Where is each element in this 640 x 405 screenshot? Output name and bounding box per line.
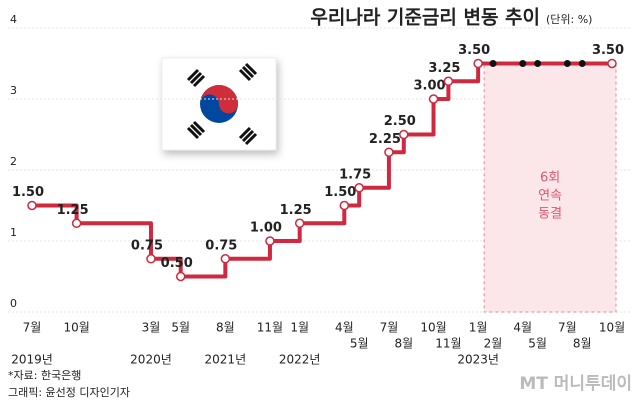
y-tick-label: 0: [10, 297, 17, 310]
point: [563, 60, 571, 67]
x-tick-label: 4월: [513, 321, 532, 335]
value-label: 1.25: [57, 203, 89, 218]
point: [443, 76, 454, 86]
step-line: [150, 256, 183, 277]
value-label: 2.25: [369, 132, 401, 147]
point: [220, 254, 231, 264]
value-label: 3.25: [428, 61, 460, 76]
x-tick-label: 10월: [63, 321, 89, 335]
x-tick-label: 10월: [599, 321, 625, 335]
year-label: 2023년: [457, 353, 499, 367]
x-tick-label: 10월: [420, 321, 446, 335]
x-tick-label: 2월: [484, 337, 503, 351]
year-label: 2019년: [11, 353, 53, 367]
annotation: 동결: [538, 207, 562, 222]
value-label: 0.75: [131, 238, 163, 253]
x-tick-label: 5월: [350, 337, 369, 351]
point: [265, 236, 275, 246]
value-label: 3.50: [592, 43, 624, 58]
x-tick-label: 8월: [216, 321, 235, 335]
x-tick-label: 1월: [290, 321, 309, 335]
unit: (단위: %): [546, 13, 592, 26]
value-label: 1.00: [250, 221, 282, 236]
point: [578, 60, 586, 67]
point: [534, 60, 542, 67]
step-line: [180, 258, 228, 279]
x-tick-label: 11월: [435, 337, 461, 351]
step-line: [448, 63, 481, 84]
background: [8, 27, 632, 313]
x-tick-label: 7월: [23, 321, 42, 335]
step-line: [269, 223, 302, 243]
x-tick-label: 7월: [558, 321, 577, 335]
x-tick-label: 7월: [380, 321, 399, 335]
value-label: 1.50: [12, 185, 44, 200]
value-label: 3.50: [458, 43, 490, 58]
point: [428, 94, 439, 104]
x-tick-label: 5월: [171, 321, 190, 335]
step-line: [403, 99, 436, 137]
x-tick-label: 8월: [573, 337, 592, 351]
x-tick-label: 1월: [469, 321, 488, 335]
value-label: 1.50: [324, 185, 356, 200]
x-tick-label: 5월: [528, 337, 547, 351]
point: [384, 147, 394, 157]
point: [519, 60, 527, 67]
point: [71, 218, 82, 228]
annotation: 연속: [538, 189, 562, 204]
freeze-region: [483, 63, 617, 313]
value-label: 1.25: [280, 203, 312, 218]
value-label: 2.50: [384, 114, 416, 129]
step-line: [433, 81, 451, 101]
step-line: [344, 187, 362, 208]
step-line: [359, 152, 391, 190]
point: [399, 129, 409, 140]
point: [607, 58, 617, 69]
x-tick-label: 3월: [142, 321, 161, 335]
credit: 그래픽: 윤선정 디자인기자: [8, 386, 130, 399]
point: [294, 218, 305, 228]
step-line: [299, 205, 347, 226]
annotation: 6회: [540, 171, 560, 186]
point: [339, 200, 350, 211]
point: [27, 200, 37, 211]
step-line: [225, 241, 272, 261]
step-line: [76, 221, 153, 259]
watermark: MT 머니투데이: [519, 374, 632, 394]
source: *자료: 한국은행: [8, 369, 81, 382]
year-label: 2022년: [279, 353, 321, 367]
point: [473, 58, 483, 69]
value-label: 0.75: [205, 238, 237, 253]
y-tick-label: 1: [10, 226, 17, 239]
value-label: 3.00: [413, 79, 445, 94]
value-label: 0.50: [161, 256, 193, 271]
chart-title: 우리나라 기준금리 변동 추이: [310, 7, 540, 29]
step-line: [32, 203, 79, 224]
point: [146, 254, 156, 264]
point: [489, 60, 497, 67]
flag: [161, 57, 277, 151]
year-label: 2021년: [205, 353, 247, 367]
point: [175, 271, 186, 282]
x-tick-label: 11월: [257, 321, 283, 335]
year-label: 2020년: [130, 353, 172, 367]
x-tick-label: 8월: [394, 337, 413, 351]
y-tick-label: 3: [10, 84, 17, 97]
y-tick-label: 4: [10, 13, 17, 26]
y-tick-label: 2: [10, 155, 17, 168]
x-tick-label: 4월: [335, 321, 354, 335]
step-line: [388, 134, 406, 155]
point: [354, 183, 364, 193]
value-label: 1.75: [339, 167, 371, 182]
